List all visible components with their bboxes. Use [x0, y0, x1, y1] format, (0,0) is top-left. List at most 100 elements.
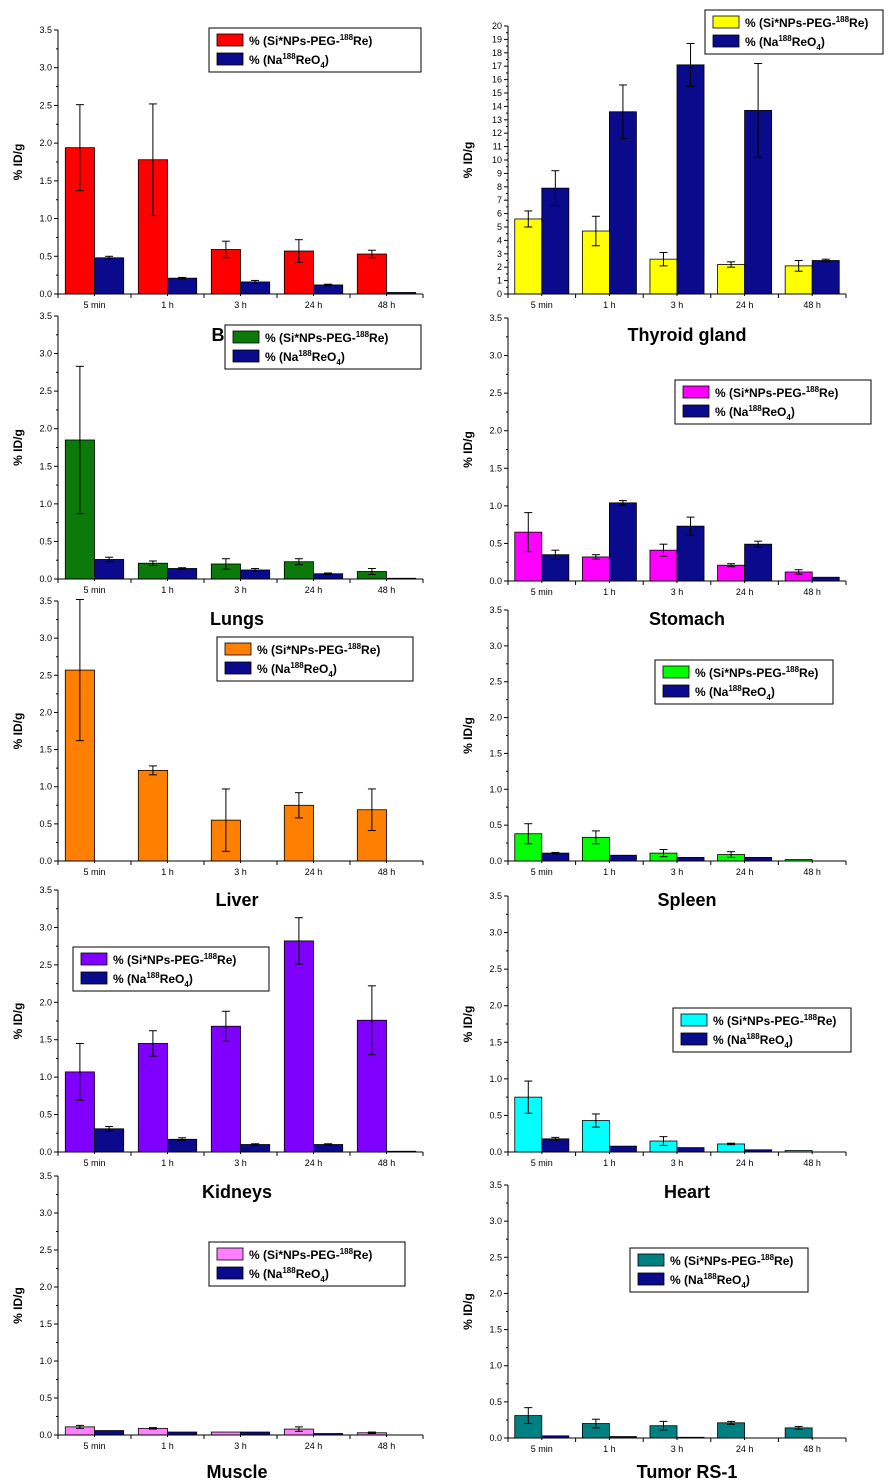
y-tick-label: 0.5 — [489, 1110, 502, 1120]
y-tick-label: 8 — [497, 182, 502, 192]
legend-swatch — [637, 1253, 665, 1267]
x-tick-label: 3 h — [671, 867, 684, 877]
y-axis-label: % ID/g — [461, 717, 475, 754]
y-tick-label: 2.5 — [39, 1245, 52, 1255]
legend-swatch — [662, 665, 690, 679]
y-tick-label: 10 — [492, 155, 502, 165]
legend-swatch — [232, 349, 260, 363]
y-tick-label: 1.0 — [39, 782, 52, 792]
x-tick-label: 48 h — [803, 1444, 821, 1454]
legend-swatch — [216, 1266, 244, 1280]
chart-title: Kidneys — [202, 1182, 272, 1202]
bar — [541, 1138, 570, 1153]
bar — [167, 277, 198, 295]
x-tick-label: 5 min — [531, 1444, 553, 1454]
y-tick-label: 1.5 — [489, 1325, 502, 1335]
x-tick-label: 5 min — [531, 1158, 553, 1168]
x-tick-label: 5 min — [531, 587, 553, 597]
y-tick-label: 3.0 — [489, 928, 502, 938]
y-tick-label: 0.5 — [489, 1397, 502, 1407]
y-axis-label: % ID/g — [11, 144, 25, 181]
bar — [94, 257, 125, 295]
y-tick-label: 2 — [497, 262, 502, 272]
legend-entry: % (Si*NPs-PEG-188Re) — [249, 1247, 372, 1262]
legend-swatch — [637, 1272, 665, 1286]
x-tick-label: 24 h — [736, 300, 754, 310]
y-tick-label: 2.0 — [39, 1282, 52, 1292]
legend-entry: % (Na188ReO4) — [249, 52, 329, 70]
legend-box — [208, 27, 422, 73]
x-tick-label: 1 h — [603, 300, 616, 310]
y-tick-label: 1.5 — [39, 1319, 52, 1329]
y-tick-label: 3.5 — [39, 311, 52, 321]
legend: % (Si*NPs-PEG-188Re) % (Na188ReO4) — [654, 659, 834, 705]
chart-panel-8: 0.0 0.5 1.0 1.5 2.0 2.5 3.0 3.5 5 min 1 h 3 h 24 h 4… — [461, 891, 852, 1202]
y-tick-label: 1.5 — [489, 1037, 502, 1047]
x-tick-label: 1 h — [603, 587, 616, 597]
y-axis-label: % ID/g — [11, 429, 25, 466]
legend-entry: % (Na188ReO4) — [257, 661, 337, 679]
x-tick-label: 3 h — [234, 300, 247, 310]
y-tick-label: 2.5 — [489, 964, 502, 974]
bar — [137, 769, 168, 862]
bar — [283, 940, 314, 1153]
y-tick-label: 2.5 — [39, 100, 52, 110]
chart-title: Liver — [215, 890, 258, 910]
y-tick-label: 3.0 — [39, 1208, 52, 1218]
y-tick-label: 3.0 — [39, 63, 52, 73]
legend-entry: % (Si*NPs-PEG-188Re) — [713, 1013, 836, 1028]
x-tick-label: 48 h — [803, 300, 821, 310]
y-axis-label: % ID/g — [461, 431, 475, 468]
chart-panel-3: 0.0 0.5 1.0 1.5 2.0 2.5 3.0 3.5 5 min 1 h 3 h 24 h 4… — [11, 311, 424, 629]
y-tick-label: 0.5 — [39, 1393, 52, 1403]
y-tick-label: 3.0 — [489, 1216, 502, 1226]
legend-entry: % (Si*NPs-PEG-188Re) — [249, 33, 372, 48]
bar — [609, 502, 637, 582]
x-tick-label: 48 h — [378, 867, 396, 877]
chart-title: Spleen — [657, 890, 716, 910]
x-tick-label: 5 min — [83, 867, 105, 877]
chart-panel-9: 0.0 0.5 1.0 1.5 2.0 2.5 3.0 3.5 5 min 1 h 3 h 24 h 4… — [11, 1171, 424, 1482]
y-tick-label: 1.0 — [39, 1356, 52, 1366]
x-tick-label: 1 h — [161, 300, 174, 310]
x-tick-label: 5 min — [83, 1441, 105, 1451]
x-tick-label: 48 h — [378, 1441, 396, 1451]
y-tick-label: 3.0 — [489, 641, 502, 651]
x-tick-label: 48 h — [803, 1158, 821, 1168]
chart-panel-7: 0.0 0.5 1.0 1.5 2.0 2.5 3.0 3.5 5 min 1 h 3 h 24 h 4… — [11, 885, 424, 1202]
y-tick-label: 0.0 — [39, 289, 52, 299]
y-tick-label: 2.5 — [39, 670, 52, 680]
bar — [514, 218, 543, 295]
bar — [167, 568, 198, 580]
y-tick-label: 0.0 — [39, 574, 52, 584]
y-tick-label: 0.0 — [489, 1433, 502, 1443]
legend-swatch — [224, 661, 252, 675]
legend-swatch — [216, 1247, 244, 1261]
y-tick-label: 3 — [497, 249, 502, 259]
legend: % (Si*NPs-PEG-188Re) % (Na188ReO4) — [629, 1247, 809, 1293]
y-axis-label: % ID/g — [11, 1287, 25, 1324]
bar — [609, 111, 637, 295]
chart-title: Lungs — [210, 609, 264, 629]
bar — [717, 1422, 745, 1439]
bar — [717, 264, 745, 295]
y-axis-label: % ID/g — [461, 1293, 475, 1330]
y-axis-label: % ID/g — [461, 1006, 475, 1043]
y-tick-label: 12 — [492, 128, 502, 138]
y-tick-label: 1.5 — [489, 748, 502, 758]
y-tick-label: 2.0 — [39, 424, 52, 434]
y-tick-label: 18 — [492, 48, 502, 58]
y-tick-label: 2.5 — [489, 677, 502, 687]
y-tick-label: 1.0 — [489, 1361, 502, 1371]
y-tick-label: 2.0 — [39, 138, 52, 148]
legend-entry: % (Na188ReO4) — [713, 1032, 793, 1050]
legend-swatch — [680, 1032, 708, 1046]
y-tick-label: 2.5 — [489, 1252, 502, 1262]
x-tick-label: 3 h — [234, 867, 247, 877]
y-tick-label: 0.5 — [489, 820, 502, 830]
y-tick-label: 1.5 — [39, 1035, 52, 1045]
chart-panel-4: 0.0 0.5 1.0 1.5 2.0 2.5 3.0 3.5 5 min 1 h 3 h 24 h 4… — [461, 313, 872, 629]
y-axis-label: % ID/g — [11, 713, 25, 750]
x-tick-label: 5 min — [531, 300, 553, 310]
